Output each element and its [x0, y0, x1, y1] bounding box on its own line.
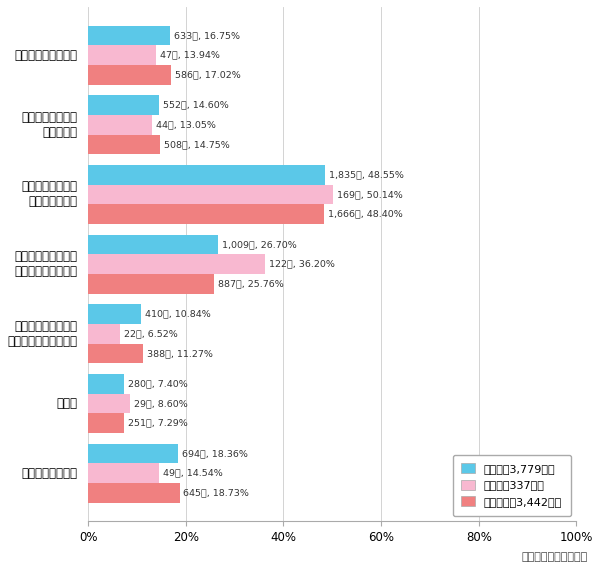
Bar [88, 185, 333, 204]
Text: 122社, 36.20%: 122社, 36.20% [269, 260, 335, 269]
Text: 388社, 11.27%: 388社, 11.27% [147, 349, 213, 358]
Bar [88, 414, 124, 433]
Bar [88, 374, 124, 394]
Bar [88, 135, 160, 154]
Bar [88, 463, 159, 483]
Text: 47社, 13.94%: 47社, 13.94% [160, 51, 220, 60]
Text: 633社, 16.75%: 633社, 16.75% [174, 31, 240, 40]
Bar [88, 26, 170, 45]
Text: 東京商工リサーチ調べ: 東京商工リサーチ調べ [522, 552, 588, 562]
Text: 508社, 14.75%: 508社, 14.75% [164, 140, 230, 149]
Text: 251社, 7.29%: 251社, 7.29% [128, 419, 187, 428]
Text: 410社, 10.84%: 410社, 10.84% [145, 310, 211, 319]
Text: 22社, 6.52%: 22社, 6.52% [124, 329, 178, 339]
Bar [88, 344, 143, 364]
Text: 44社, 13.05%: 44社, 13.05% [155, 120, 215, 130]
Bar [88, 394, 130, 414]
Bar [88, 65, 171, 85]
Bar [88, 235, 218, 254]
Text: 280社, 7.40%: 280社, 7.40% [128, 379, 188, 389]
Bar [88, 444, 178, 463]
Text: 1,009社, 26.70%: 1,009社, 26.70% [223, 240, 297, 249]
Bar [88, 483, 179, 503]
Text: 887社, 25.76%: 887社, 25.76% [218, 279, 284, 289]
Bar [88, 204, 325, 224]
Text: 169社, 50.14%: 169社, 50.14% [337, 190, 403, 199]
Bar [88, 95, 160, 115]
Bar [88, 254, 265, 274]
Bar [88, 324, 120, 344]
Text: 552社, 14.60%: 552社, 14.60% [163, 101, 229, 110]
Text: 1,666社, 48.40%: 1,666社, 48.40% [328, 210, 403, 219]
Text: 645社, 18.73%: 645社, 18.73% [184, 488, 249, 497]
Text: 49社, 14.54%: 49社, 14.54% [163, 469, 223, 478]
Legend: （全企業3,779社）, （大企業337社）, （中小企業3,442社）: （全企業3,779社）, （大企業337社）, （中小企業3,442社） [452, 454, 571, 516]
Bar [88, 45, 156, 65]
Text: 1,835社, 48.55%: 1,835社, 48.55% [329, 170, 404, 179]
Bar [88, 274, 214, 294]
Text: 694社, 18.36%: 694社, 18.36% [182, 449, 247, 458]
Text: 586社, 17.02%: 586社, 17.02% [175, 70, 241, 80]
Bar [88, 115, 152, 135]
Text: 29社, 8.60%: 29社, 8.60% [134, 399, 188, 408]
Bar [88, 304, 141, 324]
Bar [88, 165, 325, 185]
